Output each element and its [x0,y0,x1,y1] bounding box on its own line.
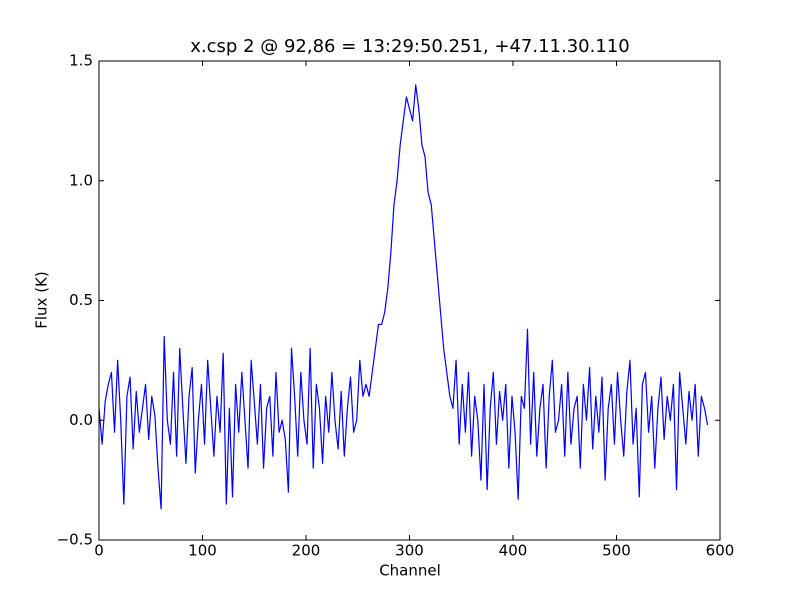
chart-title: x.csp 2 @ 92,86 = 13:29:50.251, +47.11.3… [190,36,629,57]
x-tick-label: 0 [94,542,104,560]
x-tick-label: 500 [602,542,631,560]
y-tick-label: 0.5 [69,291,93,309]
data-line [98,84,709,510]
y-tick-label: 1.5 [69,52,93,70]
y-tick-label: 0.0 [69,411,93,429]
x-tick-label: 300 [395,542,424,560]
x-tick-label: 200 [292,542,321,560]
x-tick-label: 400 [499,542,528,560]
y-tick-label: 1.0 [69,171,93,189]
y-tick-label: −0.5 [57,531,93,549]
x-axis-label: Channel [379,562,441,580]
x-tick-label: 100 [188,542,217,560]
x-tick-label: 600 [706,542,735,560]
y-axis-label: Flux (K) [33,271,51,329]
